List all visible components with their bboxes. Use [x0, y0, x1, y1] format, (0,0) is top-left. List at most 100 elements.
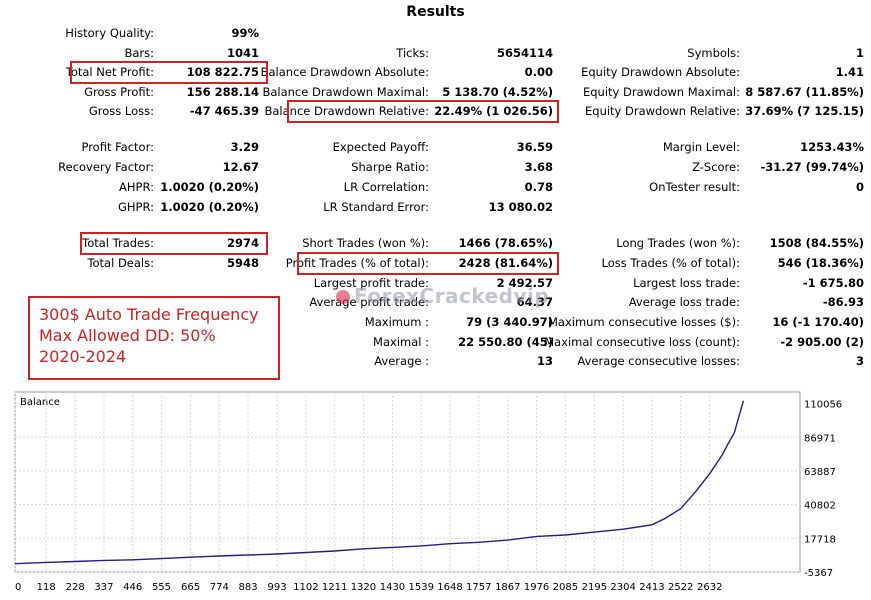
highlight-net-profit-box: [70, 61, 268, 84]
balance-dd-max-label: Balance Drawdown Maximal:: [262, 85, 429, 99]
ontester-result-label: OnTester result:: [649, 180, 740, 194]
x-tick-label: 2085: [553, 582, 578, 593]
profit-trades-label: Profit Trades (% of total):: [285, 256, 429, 270]
x-tick-label: 2413: [639, 582, 664, 593]
sharpe-ratio-value: 3.68: [524, 160, 553, 174]
lr-correlation-value: 0.78: [524, 180, 553, 194]
x-tick-label: 1539: [408, 582, 433, 593]
x-tick-label: 1320: [351, 582, 376, 593]
lr-standard-error-label: LR Standard Error:: [323, 200, 429, 214]
balance-dd-rel-label: Balance Drawdown Relative:: [264, 104, 430, 118]
chart-title: Balance: [20, 397, 60, 408]
short-trades-value: 1466 (78.65%): [458, 236, 553, 250]
sharpe-ratio-label: Sharpe Ratio:: [351, 160, 429, 174]
equity-dd-rel-value: 37.69% (7 125.15): [745, 104, 864, 118]
x-tick-label: 883: [239, 582, 258, 593]
highlight-balance-dd-box: [287, 100, 559, 123]
y-tick-label: -5367: [804, 568, 833, 579]
equity-dd-rel-label: Equity Drawdown Relative:: [585, 104, 740, 118]
largest-loss-label: Largest loss trade:: [633, 276, 740, 290]
bars-label: Bars:: [124, 46, 154, 60]
max-cons-loss-count-value: -2 905.00 (2): [780, 335, 864, 349]
x-tick-label: 1757: [466, 582, 491, 593]
ghpr-label: GHPR:: [117, 200, 154, 214]
expected-payoff-value: 36.59: [516, 140, 553, 154]
ahpr-value: 1.0020 (0.20%): [160, 180, 259, 194]
chart-plot-area: [14, 391, 801, 573]
avg-loss-value: -86.93: [822, 295, 864, 309]
x-tick-label: 774: [210, 582, 229, 593]
ticks-label: Ticks:: [396, 46, 429, 60]
total-trades-label: Total Trades:: [82, 236, 154, 250]
avg-profit-value: 64.37: [516, 295, 553, 309]
largest-profit-label: Largest profit trade:: [313, 276, 429, 290]
expected-payoff-label: Expected Payoff:: [332, 140, 429, 154]
margin-level-label: Margin Level:: [662, 140, 740, 154]
y-tick-label: 63887: [804, 467, 836, 478]
equity-dd-max-label: Equity Drawdown Maximal:: [582, 85, 740, 99]
history-quality-value: 99%: [231, 26, 259, 40]
results-title: Results: [406, 4, 465, 20]
watermark: ForexCrackedvip: [336, 284, 549, 308]
gross-loss-value: -47 465.39: [189, 104, 259, 118]
balance-dd-rel-value: 22.49% (1 026.56): [434, 104, 553, 118]
x-tick-label: 337: [94, 582, 113, 593]
balance-dd-max-value: 5 138.70 (4.52%): [442, 85, 553, 99]
total-deals-label: Total Deals:: [87, 256, 154, 270]
recovery-factor-label: Recovery Factor:: [58, 160, 154, 174]
y-tick-label: 86971: [804, 433, 836, 444]
loss-trades-label: Loss Trades (% of total):: [601, 256, 740, 270]
total-deals-value: 5948: [226, 256, 259, 270]
symbols-value: 1: [855, 46, 864, 60]
x-tick-label: 665: [181, 582, 200, 593]
max-cons-loss-usd-label: Maximum consecutive losses ($):: [548, 315, 740, 329]
x-tick-label: 2195: [582, 582, 607, 593]
x-tick-label: 228: [66, 582, 85, 593]
equity-dd-max-value: 8 587.67 (11.85%): [745, 85, 864, 99]
note-line-3: 2020-2024: [39, 347, 127, 366]
avg-loss-label: Average loss trade:: [628, 295, 740, 309]
highlight-profit-trades-box: [297, 252, 559, 275]
y-tick-label: 40802: [804, 501, 836, 512]
x-tick-label: 993: [268, 582, 287, 593]
symbols-label: Symbols:: [687, 46, 740, 60]
balance-chart: Balance 11005686971638874080217718-5367 …: [14, 391, 842, 593]
long-trades-value: 1508 (84.55%): [769, 236, 864, 250]
avg-wins-label: Average :: [374, 354, 429, 368]
total-net-profit-label: Total Net Profit:: [65, 65, 154, 79]
long-trades-label: Long Trades (won %):: [616, 236, 740, 250]
max-cons-loss-usd-value: 16 (-1 170.40): [772, 315, 864, 329]
balance-dd-abs-value: 0.00: [524, 65, 553, 79]
total-trades-value: 2974: [226, 236, 259, 250]
ahpr-label: AHPR:: [119, 180, 154, 194]
balance-dd-abs-label: Balance Drawdown Absolute:: [260, 65, 429, 79]
recovery-factor-value: 12.67: [222, 160, 259, 174]
avg-cons-losses-value: 3: [855, 354, 864, 368]
max-wins-value: 79 (3 440.97): [466, 315, 553, 329]
profit-factor-value: 3.29: [230, 140, 259, 154]
largest-loss-value: -1 675.80: [802, 276, 864, 290]
gross-profit-label: Gross Profit:: [84, 85, 154, 99]
loss-trades-value: 546 (18.36%): [777, 256, 864, 270]
x-tick-label: 2522: [668, 582, 693, 593]
x-tick-label: 1102: [293, 582, 318, 593]
y-tick-label: 17718: [804, 534, 836, 545]
x-tick-label: 118: [37, 582, 56, 593]
bars-value: 1041: [226, 46, 259, 60]
x-tick-label: 0: [15, 582, 21, 593]
x-tick-label: 1867: [495, 582, 520, 593]
x-tick-label: 1211: [322, 582, 347, 593]
max-wins-label: Maximum :: [364, 315, 429, 329]
ticks-value: 5654114: [496, 46, 553, 60]
watermark-logo-icon: [336, 290, 350, 304]
equity-dd-abs-label: Equity Drawdown Absolute:: [581, 65, 740, 79]
note-line-1: 300$ Auto Trade Frequency: [39, 305, 259, 324]
history-quality-label: History Quality:: [65, 26, 154, 40]
y-tick-label: 110056: [804, 400, 842, 411]
x-tick-label: 1648: [437, 582, 462, 593]
ontester-result-value: 0: [855, 180, 864, 194]
gross-loss-label: Gross Loss:: [88, 104, 154, 118]
x-tick-label: 2632: [697, 582, 722, 593]
margin-level-value: 1253.43%: [800, 140, 864, 154]
avg-wins-value: 13: [536, 354, 553, 368]
